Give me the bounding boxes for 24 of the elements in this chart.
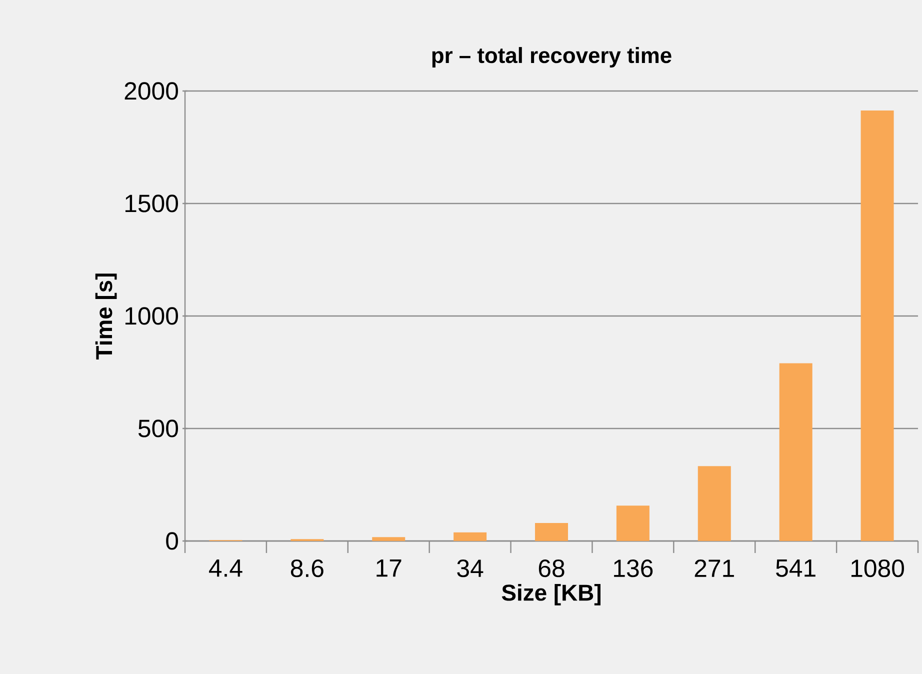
- x-tick-label: 4.4: [208, 560, 242, 577]
- x-tick-label: 8.6: [290, 560, 324, 578]
- y-tick-label: 500: [138, 420, 178, 438]
- bar: [454, 532, 487, 541]
- chart-title: pr – total recovery time: [432, 47, 672, 68]
- bar: [616, 506, 650, 541]
- bar: [698, 466, 731, 541]
- y-tick-label: 1500: [125, 194, 178, 212]
- x-tick-label: 68: [538, 560, 564, 578]
- y-tick-label: 2000: [124, 82, 178, 100]
- y-axis-title: Time [s]: [95, 274, 117, 360]
- x-tick-label: 1080: [851, 560, 904, 578]
- x-tick-label: 271: [694, 560, 734, 577]
- x-tick-label: 541: [776, 560, 816, 577]
- bar: [372, 537, 406, 541]
- bar: [535, 522, 568, 541]
- y-tick-label: 1000: [125, 307, 178, 325]
- bar: [860, 110, 894, 541]
- x-tick-label: 17: [376, 560, 402, 577]
- x-tick-label: 34: [457, 560, 484, 578]
- bar: [779, 363, 812, 541]
- x-axis-title: Size [KB]: [502, 584, 600, 606]
- y-tick-label: 0: [166, 532, 178, 550]
- x-tick-label: 136: [614, 560, 653, 578]
